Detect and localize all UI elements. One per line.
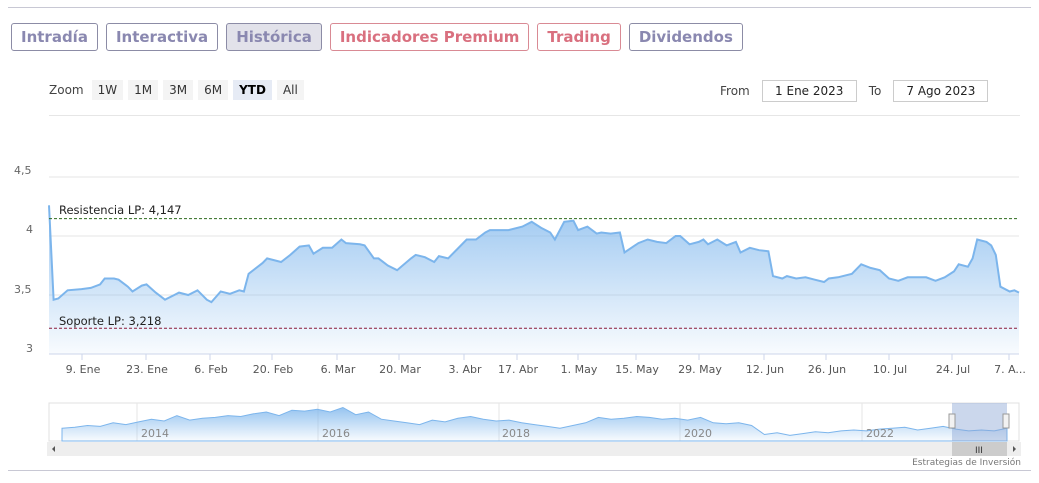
x-tick-label: 23. Ene (126, 363, 168, 376)
navigator-year-label: 2022 (866, 427, 894, 440)
x-tick-label: 1. May (560, 363, 598, 376)
header-divider (49, 115, 1020, 116)
x-tick-label: 12. Jun (745, 363, 785, 376)
navigator-year-label: 2018 (502, 427, 530, 440)
date-range: From 1 Ene 2023 To 7 Ago 2023 (720, 80, 989, 102)
zoom-6m-button[interactable]: 6M (198, 80, 229, 100)
y-tick-label: 3,5 (14, 283, 32, 296)
x-tick-label: 10. Jul (872, 363, 908, 376)
tab-historica[interactable]: Histórica (226, 23, 322, 51)
x-tick-label: 29. May (678, 363, 722, 376)
price-line (48, 205, 1020, 304)
x-tick-label: 6. Mar (320, 363, 356, 376)
x-tick-label: 20. Mar (379, 363, 421, 376)
navigator-right-handle[interactable] (1002, 413, 1010, 429)
scrollbar-track[interactable] (47, 442, 1021, 456)
zoom-label: Zoom (49, 83, 84, 97)
support-label: Soporte LP: 3,218 (59, 314, 162, 328)
scroll-right-arrow-icon[interactable] (1013, 446, 1016, 452)
navigator-series (61, 406, 1008, 442)
price-area (49, 205, 1019, 354)
navigator-year-label: 2016 (322, 427, 350, 440)
x-tick-label: 9. Ene (65, 363, 101, 376)
scrollbar-thumb[interactable] (952, 442, 1007, 456)
navigator-year-label: 2020 (684, 427, 712, 440)
y-tick-label: 4 (26, 223, 33, 236)
to-date-input[interactable]: 7 Ago 2023 (893, 80, 989, 102)
resistance-label: Resistencia LP: 4,147 (59, 203, 182, 217)
x-tick-label: 24. Jul (935, 363, 971, 376)
tab-indicadores-premium[interactable]: Indicadores Premium (329, 23, 530, 51)
chart-type-tabs: Intradía Interactiva Histórica Indicador… (11, 23, 743, 51)
tab-interactiva[interactable]: Interactiva (105, 23, 219, 51)
y-tick-label: 3 (26, 342, 33, 355)
bottom-divider (8, 470, 1031, 471)
tab-intradia[interactable]: Intradía (11, 23, 98, 51)
top-divider (8, 7, 1031, 8)
x-tick-label: 15. May (615, 363, 659, 376)
x-tick-label: 3. Abr (448, 363, 482, 376)
navigator-left-handle[interactable] (948, 413, 956, 429)
zoom-all-button[interactable]: All (276, 80, 304, 100)
x-tick-label: 20. Feb (252, 363, 294, 376)
x-tick-label: 7. A... (994, 363, 1026, 376)
x-tick-label: 26. Jun (807, 363, 847, 376)
scroll-left-arrow-icon[interactable] (52, 446, 55, 452)
tab-dividendos[interactable]: Dividendos (628, 23, 743, 51)
to-label: To (868, 84, 882, 98)
navigator-selection[interactable] (952, 403, 1007, 441)
scrollbar-grip-icon: III (975, 446, 983, 456)
y-tick-label: 4,5 (14, 164, 32, 177)
zoom-selector: Zoom 1W 1M 3M 6M YTD All (49, 80, 304, 100)
zoom-ytd-button[interactable]: YTD (233, 80, 272, 100)
zoom-1w-button[interactable]: 1W (91, 80, 124, 100)
x-tick-label: 6. Feb (194, 363, 228, 376)
x-tick-label: 17. Abr (497, 363, 539, 376)
navigator-year-label: 2014 (141, 427, 169, 440)
zoom-1m-button[interactable]: 1M (128, 80, 159, 100)
from-date-input[interactable]: 1 Ene 2023 (761, 80, 857, 102)
from-label: From (720, 84, 750, 98)
credits-link[interactable]: Estrategias de Inversión (912, 458, 1021, 468)
zoom-3m-button[interactable]: 3M (163, 80, 194, 100)
tab-trading[interactable]: Trading (537, 23, 621, 51)
